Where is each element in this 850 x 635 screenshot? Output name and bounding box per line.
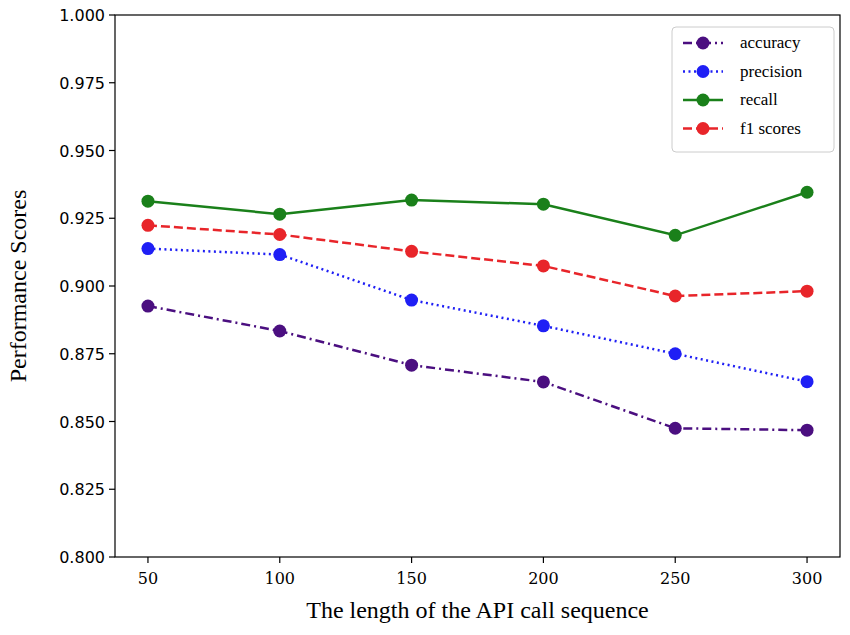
series-line bbox=[148, 249, 807, 382]
y-tick-label: 0.925 bbox=[59, 209, 105, 228]
y-tick bbox=[109, 421, 115, 422]
series-marker bbox=[537, 319, 550, 332]
series-marker bbox=[669, 229, 682, 242]
y-tick bbox=[109, 489, 115, 490]
legend-label: precision bbox=[740, 62, 803, 81]
series-marker bbox=[405, 294, 418, 307]
x-tick-label: 50 bbox=[138, 569, 158, 588]
series-marker bbox=[141, 195, 154, 208]
series-marker bbox=[801, 424, 814, 437]
chart-svg: 0.800 0.825 0.850 0.875 0.900 0.925 0.950 0.975… bbox=[0, 0, 850, 635]
series-marker bbox=[405, 359, 418, 372]
y-tick bbox=[109, 82, 115, 83]
y-tick-label: 0.975 bbox=[59, 74, 105, 93]
y-tick bbox=[109, 556, 115, 557]
series-line bbox=[148, 225, 807, 296]
series-marker bbox=[801, 186, 814, 199]
x-tick bbox=[675, 557, 676, 563]
x-axis-label: The length of the API call sequence bbox=[306, 597, 649, 623]
y-tick-label: 0.900 bbox=[59, 277, 105, 296]
x-tick bbox=[543, 557, 544, 563]
series-marker bbox=[669, 347, 682, 360]
series-marker bbox=[669, 422, 682, 435]
y-tick-label: 0.800 bbox=[59, 548, 105, 567]
y-axis-label: Performance Scores bbox=[5, 190, 31, 383]
x-tick bbox=[806, 557, 807, 563]
plot-area bbox=[141, 186, 813, 437]
series-marker bbox=[141, 300, 154, 313]
series-marker bbox=[537, 259, 550, 272]
series-line bbox=[148, 306, 807, 430]
x-tick-label: 300 bbox=[792, 569, 823, 588]
y-tick-label: 1.000 bbox=[59, 6, 105, 25]
series-marker bbox=[273, 208, 286, 221]
x-tick-label: 150 bbox=[396, 569, 427, 588]
series-marker bbox=[537, 198, 550, 211]
series-marker bbox=[141, 242, 154, 255]
series-marker bbox=[141, 219, 154, 232]
y-tick-label: 0.950 bbox=[59, 142, 105, 161]
y-tick-label: 0.850 bbox=[59, 413, 105, 432]
y-tick bbox=[109, 285, 115, 286]
x-tick bbox=[279, 557, 280, 563]
legend-marker bbox=[697, 65, 710, 78]
y-tick bbox=[109, 14, 115, 15]
x-tick-label: 200 bbox=[528, 569, 559, 588]
series-line bbox=[148, 192, 807, 235]
legend-label: f1 scores bbox=[740, 119, 801, 138]
y-tick bbox=[109, 218, 115, 219]
series-marker bbox=[273, 324, 286, 337]
legend-marker bbox=[697, 37, 710, 50]
x-tick bbox=[147, 557, 148, 563]
legend-label: recall bbox=[740, 90, 778, 109]
y-tick bbox=[109, 353, 115, 354]
legend-marker bbox=[697, 94, 710, 107]
series-marker bbox=[405, 194, 418, 207]
x-tick bbox=[411, 557, 412, 563]
background bbox=[0, 0, 850, 635]
series-marker bbox=[537, 375, 550, 388]
x-tick-label: 250 bbox=[660, 569, 691, 588]
series-marker bbox=[405, 245, 418, 258]
x-tick-label: 100 bbox=[264, 569, 295, 588]
y-tick-label: 0.825 bbox=[59, 480, 105, 499]
series-marker bbox=[273, 248, 286, 261]
legend-marker bbox=[697, 122, 710, 135]
series-marker bbox=[801, 375, 814, 388]
legend-label: accuracy bbox=[740, 33, 801, 52]
series-marker bbox=[273, 228, 286, 241]
y-tick-label: 0.875 bbox=[59, 345, 105, 364]
y-tick bbox=[109, 150, 115, 151]
plot-frame bbox=[115, 15, 840, 557]
legend-box bbox=[672, 27, 834, 152]
series-marker bbox=[669, 290, 682, 303]
series-marker bbox=[801, 285, 814, 298]
chart-container: 0.800 0.825 0.850 0.875 0.900 0.925 0.950 0.975… bbox=[0, 0, 850, 635]
